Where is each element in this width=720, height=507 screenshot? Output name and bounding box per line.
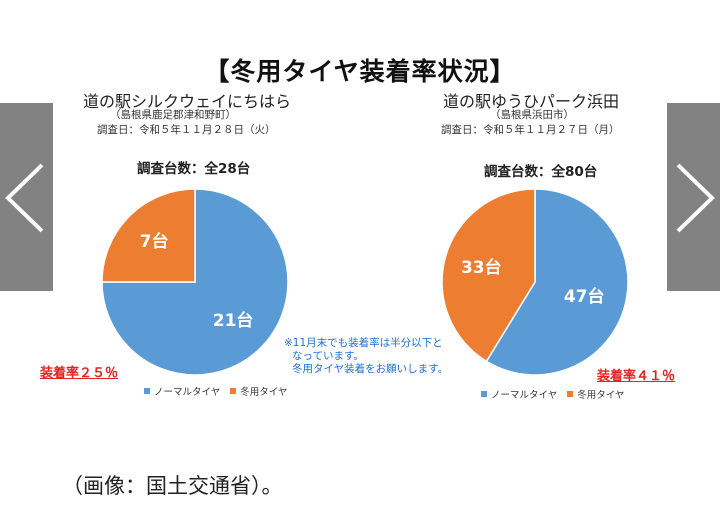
left-location-name: 道の駅シルクウェイにちはら [83, 92, 292, 111]
next-slide-button[interactable] [667, 103, 720, 291]
right-legend: ノーマルタイヤ 冬用タイヤ [481, 387, 624, 401]
chevron-left-icon [5, 163, 44, 233]
image-caption: （画像：国土交通省）。 [62, 474, 283, 498]
legend-normal-label: ノーマルタイヤ [491, 390, 558, 401]
legend-swatch-winter [230, 388, 237, 394]
pie-slice-normal [101, 188, 289, 376]
left-pie-chart: 21台 7台 [101, 188, 289, 376]
chevron-right-icon [676, 163, 715, 233]
note-line: 冬用タイヤ装着をお願いします。 [292, 363, 449, 375]
left-survey-date: 調査日：令和５年１１月２８日（火） [97, 124, 276, 136]
right-location-name: 道の駅ゆうひパーク浜田 [443, 92, 620, 111]
slide-title: 【冬用タイヤ装着率状況】 [204, 57, 516, 86]
pie-data-label: 33台 [461, 257, 502, 278]
left-survey-count: 調査台数：全28台 [137, 161, 251, 177]
note-line: ※11月末でも装着率は半分以下と [284, 337, 443, 349]
right-survey-count: 調査台数：全80台 [484, 164, 598, 180]
legend-winter-label: 冬用タイヤ [577, 390, 625, 401]
right-location-address: （島根県浜田市） [490, 109, 574, 121]
legend-winter-label: 冬用タイヤ [240, 387, 288, 398]
pie-charts: 21台 7台 47台 33台 [101, 188, 629, 376]
pie-slice-normal [485, 188, 629, 376]
legend-normal-label: ノーマルタイヤ [154, 387, 221, 398]
prev-slide-button[interactable] [0, 103, 53, 291]
right-survey-date: 調査日：令和５年１１月２７日（月） [441, 124, 620, 136]
pie-data-label: 7台 [140, 231, 169, 252]
legend-swatch-normal [144, 388, 150, 394]
pie-data-label: 21台 [213, 310, 254, 331]
left-installation-rate: 装着率２５％ [40, 366, 119, 381]
right-installation-rate: 装着率４１％ [597, 369, 676, 384]
left-location-address: （島根県鹿足郡津和野町） [110, 109, 236, 121]
legend-swatch-winter [567, 391, 574, 397]
right-pie-chart: 47台 33台 [441, 188, 629, 376]
legend-swatch-normal [481, 391, 487, 397]
pie-data-label: 47台 [564, 286, 605, 307]
slide: 【冬用タイヤ装着率状況】 道の駅シルクウェイにちはら （島根県鹿足郡津和野町） … [40, 57, 676, 401]
left-legend: ノーマルタイヤ 冬用タイヤ [144, 384, 287, 398]
note-line: なっています。 [292, 350, 364, 362]
pie-slice-winter [101, 188, 196, 283]
pie-slice-winter [441, 188, 536, 363]
note-text: ※11月末でも装着率は半分以下と なっています。 冬用タイヤ装着をお願いします。 [284, 337, 448, 376]
